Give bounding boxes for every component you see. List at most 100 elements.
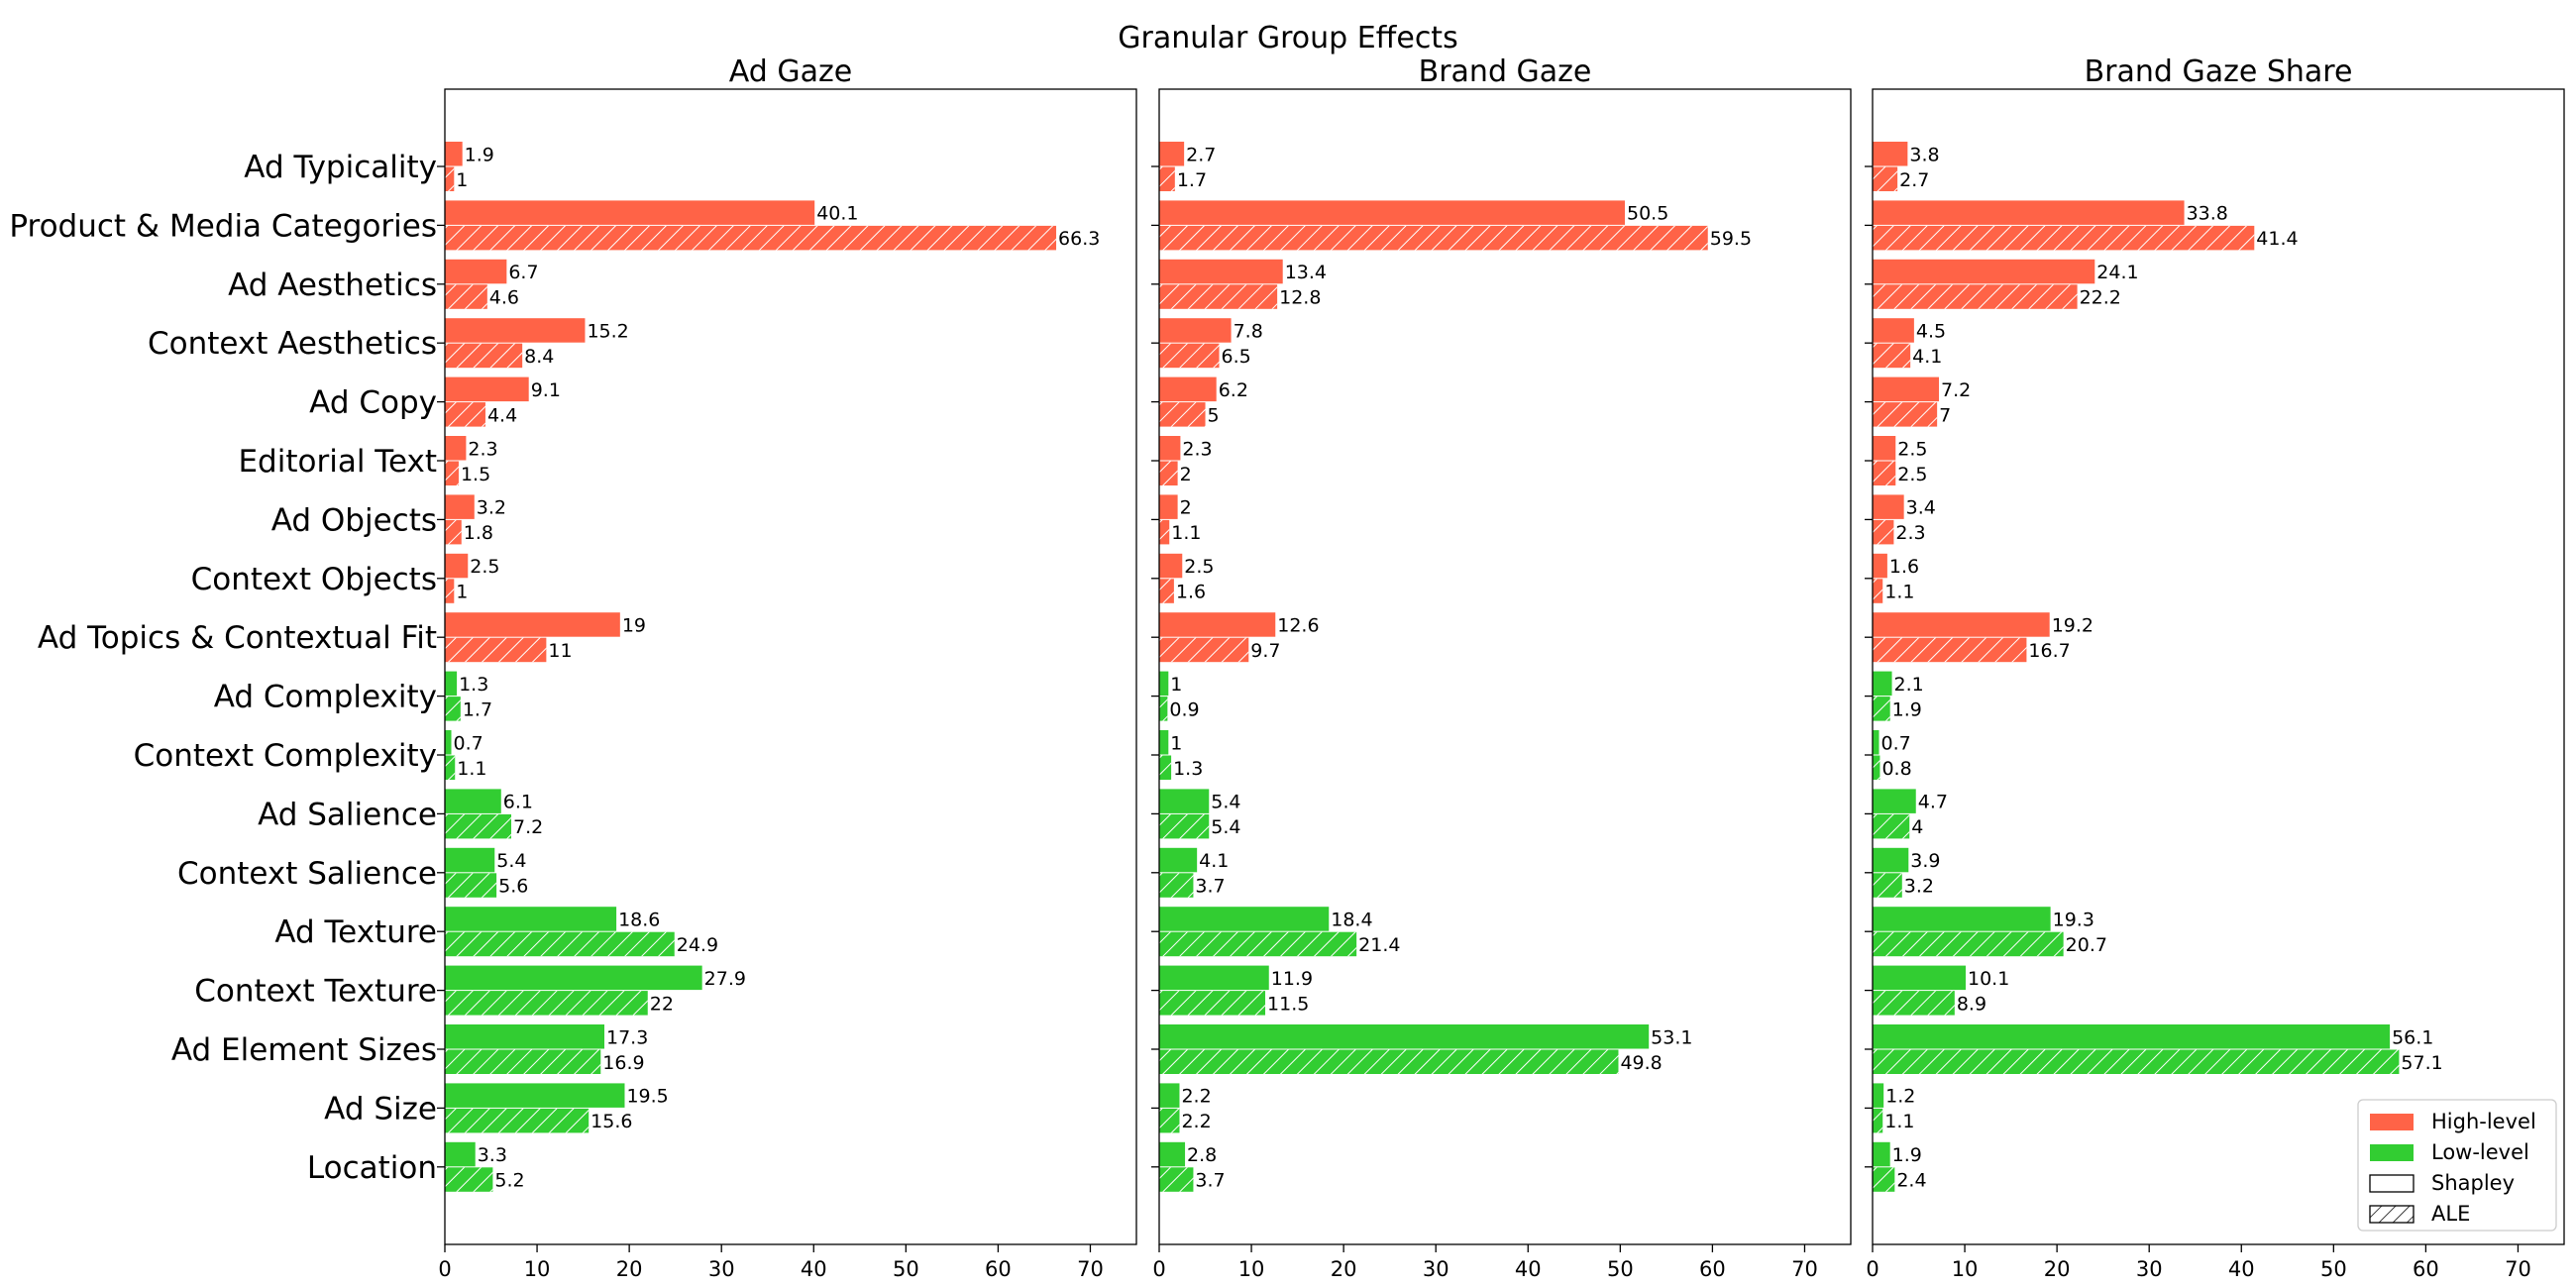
bar-shapley [445, 436, 467, 461]
category-label: Ad Aesthetics [228, 268, 437, 303]
bar-ale-hatch [1873, 1108, 1883, 1133]
data-label-ale: 1.5 [461, 464, 490, 485]
data-label-ale: 21.4 [1358, 934, 1400, 956]
x-tick-label: 60 [1699, 1257, 1726, 1281]
plot-frame [444, 88, 1137, 1245]
bar-shapley [1873, 553, 1887, 579]
data-label-ale: 3.2 [1904, 876, 1934, 898]
bar-ale-hatch [1873, 519, 1894, 545]
bar-shapley [1873, 671, 1892, 697]
bar-ale-hatch [445, 637, 547, 663]
data-label-shapley: 3.2 [477, 497, 506, 519]
bar-shapley [445, 259, 507, 284]
bar-shapley [445, 907, 617, 931]
x-tick-label: 20 [616, 1257, 643, 1281]
data-label-ale: 1.1 [457, 758, 486, 780]
bar-shapley [1873, 494, 1904, 519]
x-tick-label: 0 [1866, 1257, 1878, 1281]
bar-ale-hatch [1159, 931, 1357, 957]
panel-title: Brand Gaze Share [2085, 54, 2353, 89]
bar-shapley [1159, 789, 1210, 813]
data-label-shapley: 3.8 [1909, 144, 1939, 165]
bar-ale-hatch [445, 343, 523, 369]
bar-shapley [1159, 907, 1330, 931]
x-tick-label: 50 [1607, 1257, 1634, 1281]
data-label-ale: 7.2 [513, 816, 543, 838]
data-label-ale: 6.5 [1221, 346, 1250, 368]
bar-ale-hatch [445, 1049, 601, 1074]
bar-shapley [445, 789, 501, 813]
bar-ale-hatch [1873, 1167, 1895, 1192]
data-label-ale: 8.9 [1957, 993, 1986, 1015]
category-label: Context Aesthetics [148, 326, 437, 362]
data-label-ale: 15.6 [590, 1111, 632, 1132]
data-label-ale: 4 [1911, 816, 1923, 838]
bar-shapley [1159, 671, 1169, 697]
data-label-ale: 1 [456, 169, 468, 191]
bar-ale-hatch [445, 991, 648, 1016]
data-label-shapley: 5.4 [1211, 792, 1240, 813]
bar-shapley [1873, 907, 2051, 931]
data-label-ale: 8.4 [524, 346, 554, 368]
data-label-ale: 24.9 [677, 934, 718, 956]
data-label-ale: 66.3 [1058, 228, 1100, 250]
bar-ale-hatch [1873, 461, 1896, 485]
bar-shapley [1159, 847, 1198, 873]
legend-box [2357, 1099, 2557, 1232]
bar-shapley [1159, 376, 1217, 402]
bar-ale-hatch [445, 697, 461, 721]
data-label-shapley: 3.3 [478, 1144, 507, 1166]
bar-ale-hatch [1159, 225, 1708, 251]
data-label-ale: 1.1 [1884, 582, 1914, 603]
data-label-shapley: 2.7 [1186, 144, 1216, 165]
bar-ale-hatch [1159, 1167, 1194, 1192]
data-label-ale: 22 [650, 993, 674, 1015]
data-label-ale: 3.7 [1195, 1170, 1225, 1192]
category-label: Location [307, 1150, 437, 1186]
category-label: Context Salience [177, 856, 437, 892]
data-label-ale: 5.4 [1211, 816, 1240, 838]
bar-shapley [445, 730, 452, 755]
bar-ale-hatch [1873, 402, 1938, 427]
data-label-shapley: 6.7 [508, 262, 538, 283]
bar-shapley [445, 847, 495, 873]
data-label-shapley: 53.1 [1651, 1026, 1692, 1048]
data-label-shapley: 0.7 [1881, 732, 1911, 754]
bar-shapley [445, 200, 815, 225]
bar-ale-hatch [1873, 343, 1911, 369]
bar-ale-hatch [1159, 697, 1168, 721]
bar-ale-hatch [445, 931, 675, 957]
data-label-ale: 2.2 [1181, 1111, 1211, 1132]
data-label-ale: 1.1 [1171, 522, 1201, 544]
bar-ale-hatch [1159, 637, 1249, 663]
data-label-shapley: 1.2 [1885, 1086, 1915, 1108]
bar-ale-hatch [1159, 1108, 1180, 1133]
data-label-ale: 4.4 [487, 404, 517, 426]
chart-title: Granular Group Effects [1118, 21, 1457, 55]
bar-ale-hatch [1873, 931, 2064, 957]
data-label-shapley: 24.1 [2096, 262, 2138, 283]
bar-shapley [445, 1024, 605, 1049]
bar-shapley [445, 318, 586, 343]
bar-shapley [1873, 318, 1914, 343]
legend-swatch [2370, 1114, 2414, 1130]
bar-shapley [1159, 730, 1169, 755]
bar-shapley [445, 1141, 476, 1167]
bar-shapley [1159, 436, 1181, 461]
data-label-shapley: 15.2 [587, 320, 628, 342]
x-tick-label: 20 [2044, 1257, 2071, 1281]
data-label-shapley: 1.9 [1892, 1144, 1922, 1166]
bar-shapley [1873, 259, 2095, 284]
data-label-ale: 1.9 [1892, 698, 1922, 720]
bar-ale-hatch [1873, 813, 1910, 839]
x-tick-label: 30 [1423, 1257, 1449, 1281]
legend-label: Shapley [2431, 1171, 2515, 1195]
bar-shapley [1159, 200, 1625, 225]
bar-shapley [1159, 965, 1269, 991]
bar-shapley [445, 494, 475, 519]
bar-shapley [1159, 1141, 1186, 1167]
data-label-shapley: 5.4 [496, 850, 526, 872]
category-label: Ad Typicality [244, 150, 437, 185]
bar-ale-hatch [1159, 813, 1210, 839]
